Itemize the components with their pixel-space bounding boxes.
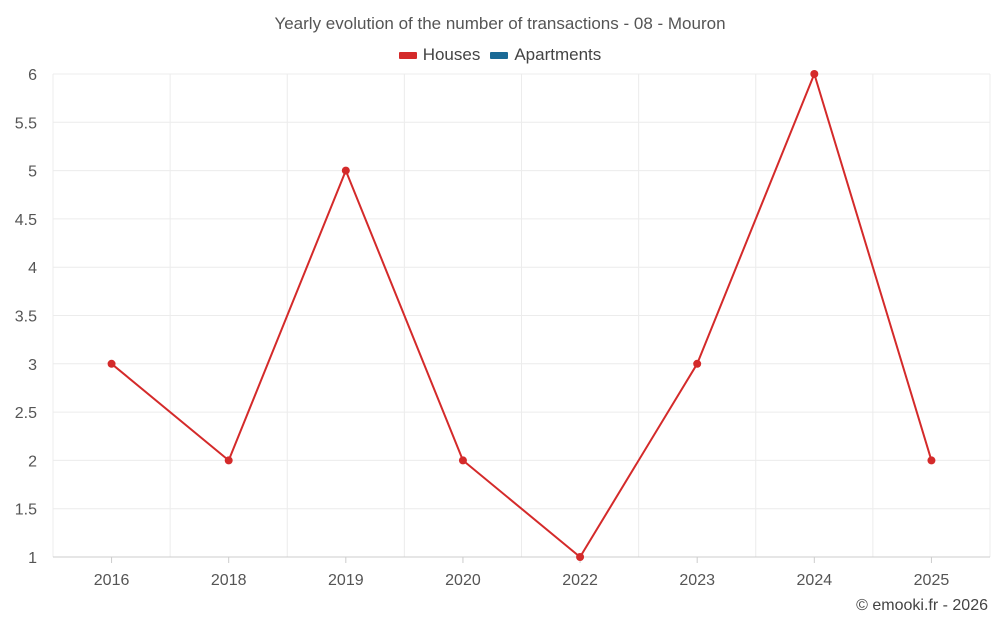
y-tick-label: 5 <box>28 164 37 181</box>
x-tick-label: 2025 <box>914 572 950 589</box>
legend-swatch-apartments <box>490 51 509 59</box>
data-point-houses <box>458 456 467 465</box>
legend-item-apartments[interactable]: Apartments <box>490 45 601 65</box>
y-tick-label: 4.5 <box>15 212 37 229</box>
data-point-houses <box>927 456 936 465</box>
x-tick-label: 2024 <box>797 572 833 589</box>
legend: Houses Apartments <box>0 45 1000 65</box>
y-tick-label: 2.5 <box>15 405 37 422</box>
data-point-houses <box>576 553 585 561</box>
legend-label-houses: Houses <box>422 45 481 64</box>
y-tick-label: 3 <box>28 357 37 374</box>
data-point-houses <box>224 456 233 465</box>
x-tick-label: 2023 <box>679 572 715 589</box>
y-tick-label: 3.5 <box>15 309 37 326</box>
chart-title: Yearly evolution of the number of transa… <box>274 14 726 33</box>
legend-item-houses[interactable]: Houses <box>398 45 481 65</box>
y-tick-label: 2 <box>28 453 37 470</box>
x-tick-label: 2018 <box>211 572 247 589</box>
data-point-houses <box>810 70 819 78</box>
x-tick-label: 2019 <box>328 572 364 589</box>
x-tick-label: 2016 <box>94 572 130 589</box>
data-point-houses <box>693 359 702 368</box>
legend-label-apartments: Apartments <box>514 45 602 64</box>
series-line-houses <box>110 73 933 558</box>
y-tick-label: 4 <box>28 260 37 277</box>
y-tick-label: 5.5 <box>15 115 37 132</box>
y-tick-label: 6 <box>28 67 37 84</box>
data-point-houses <box>107 359 116 368</box>
x-tick-label: 2020 <box>445 572 481 589</box>
data-point-houses <box>341 166 350 175</box>
legend-swatch-houses <box>398 51 417 59</box>
y-tick-label: 1 <box>28 550 37 567</box>
x-tick-label: 2022 <box>562 572 598 589</box>
credit-text: © emooki.fr - 2026 <box>856 597 988 614</box>
y-tick-label: 1.5 <box>15 502 37 519</box>
